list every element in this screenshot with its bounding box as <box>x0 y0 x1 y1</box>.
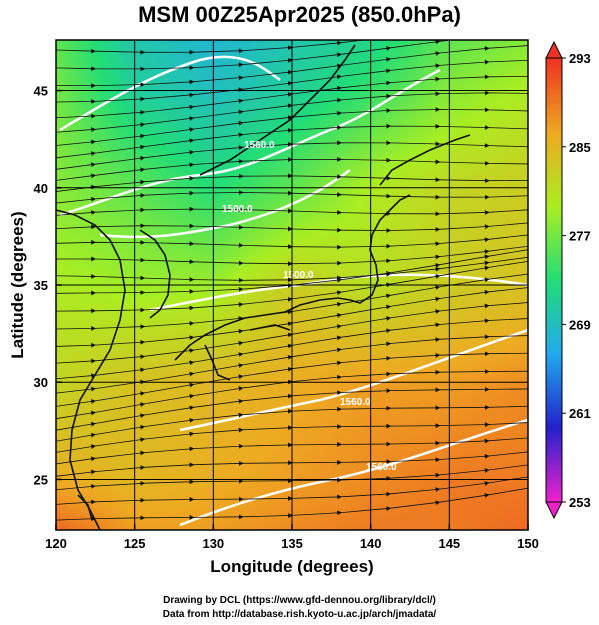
x-tick-label: 130 <box>202 536 224 551</box>
x-tick-label: 135 <box>281 536 303 551</box>
colorbar: 253 261 269 277 285 293 <box>545 40 591 520</box>
coastlines <box>56 44 471 530</box>
colorbar-tick-label: 293 <box>569 51 591 66</box>
colorbar-frame <box>545 57 563 503</box>
coastline-japan <box>174 194 411 361</box>
credit-data: Data from http://database.rish.kyoto-u.a… <box>162 609 437 620</box>
x-tick-label: 145 <box>438 536 460 551</box>
y-tick-label: 35 <box>34 278 48 293</box>
contour-labels: 1560.0 1500.0 1500.0 1560.0 1560.0 <box>222 140 397 473</box>
contour-label: 1500.0 <box>222 204 253 215</box>
colorbar-tick-label: 277 <box>569 229 591 244</box>
coastline-russia <box>199 44 356 176</box>
coastline-hokkaido <box>379 134 471 186</box>
contour-label: 1560.0 <box>340 397 371 408</box>
contour-label: 1560.0 <box>366 462 397 473</box>
credit-drawing: Drawing by DCL (https://www.gfd-dennou.o… <box>163 595 436 606</box>
colorbar-tick-label: 261 <box>569 406 591 421</box>
plot-area: 1560.0 1500.0 1500.0 1560.0 1560.0 <box>55 39 529 531</box>
colorbar-tick-label: 253 <box>569 495 591 510</box>
chart-title: MSM 00Z25Apr2025 (850.0hPa) <box>138 2 461 27</box>
x-tick-label: 125 <box>124 536 146 551</box>
y-tick-label: 45 <box>34 84 48 99</box>
contour-label: 1560.0 <box>244 140 275 151</box>
x-axis-ticks: 120 125 130 135 140 145 150 <box>45 524 539 551</box>
y-tick-label: 25 <box>34 472 48 487</box>
colorbar-gradient <box>546 58 562 502</box>
y-tick-label: 40 <box>34 181 48 196</box>
y-axis-title: Latitude (degrees) <box>8 211 27 359</box>
y-tick-label: 30 <box>34 375 48 390</box>
contour-label: 1500.0 <box>283 270 314 281</box>
coastline-taiwan <box>77 494 93 521</box>
x-tick-label: 150 <box>517 536 539 551</box>
colorbar-ticks: 253 261 269 277 285 293 <box>562 51 591 510</box>
y-axis-ticks: 25 30 35 40 45 <box>34 84 62 487</box>
grid-lines <box>56 40 528 530</box>
x-axis-title: Longitude (degrees) <box>210 557 374 576</box>
colorbar-tick-label: 269 <box>569 317 591 332</box>
colorbar-tick-label: 285 <box>569 140 591 155</box>
coastline-korea <box>139 229 171 319</box>
colorbar-min-arrow <box>545 501 563 520</box>
x-tick-label: 120 <box>45 536 67 551</box>
colorbar-max-arrow <box>545 40 563 59</box>
x-tick-label: 140 <box>360 536 382 551</box>
coastline-shikoku <box>249 324 291 331</box>
coastline-china <box>56 209 126 530</box>
coastline-kyushu <box>204 344 231 381</box>
